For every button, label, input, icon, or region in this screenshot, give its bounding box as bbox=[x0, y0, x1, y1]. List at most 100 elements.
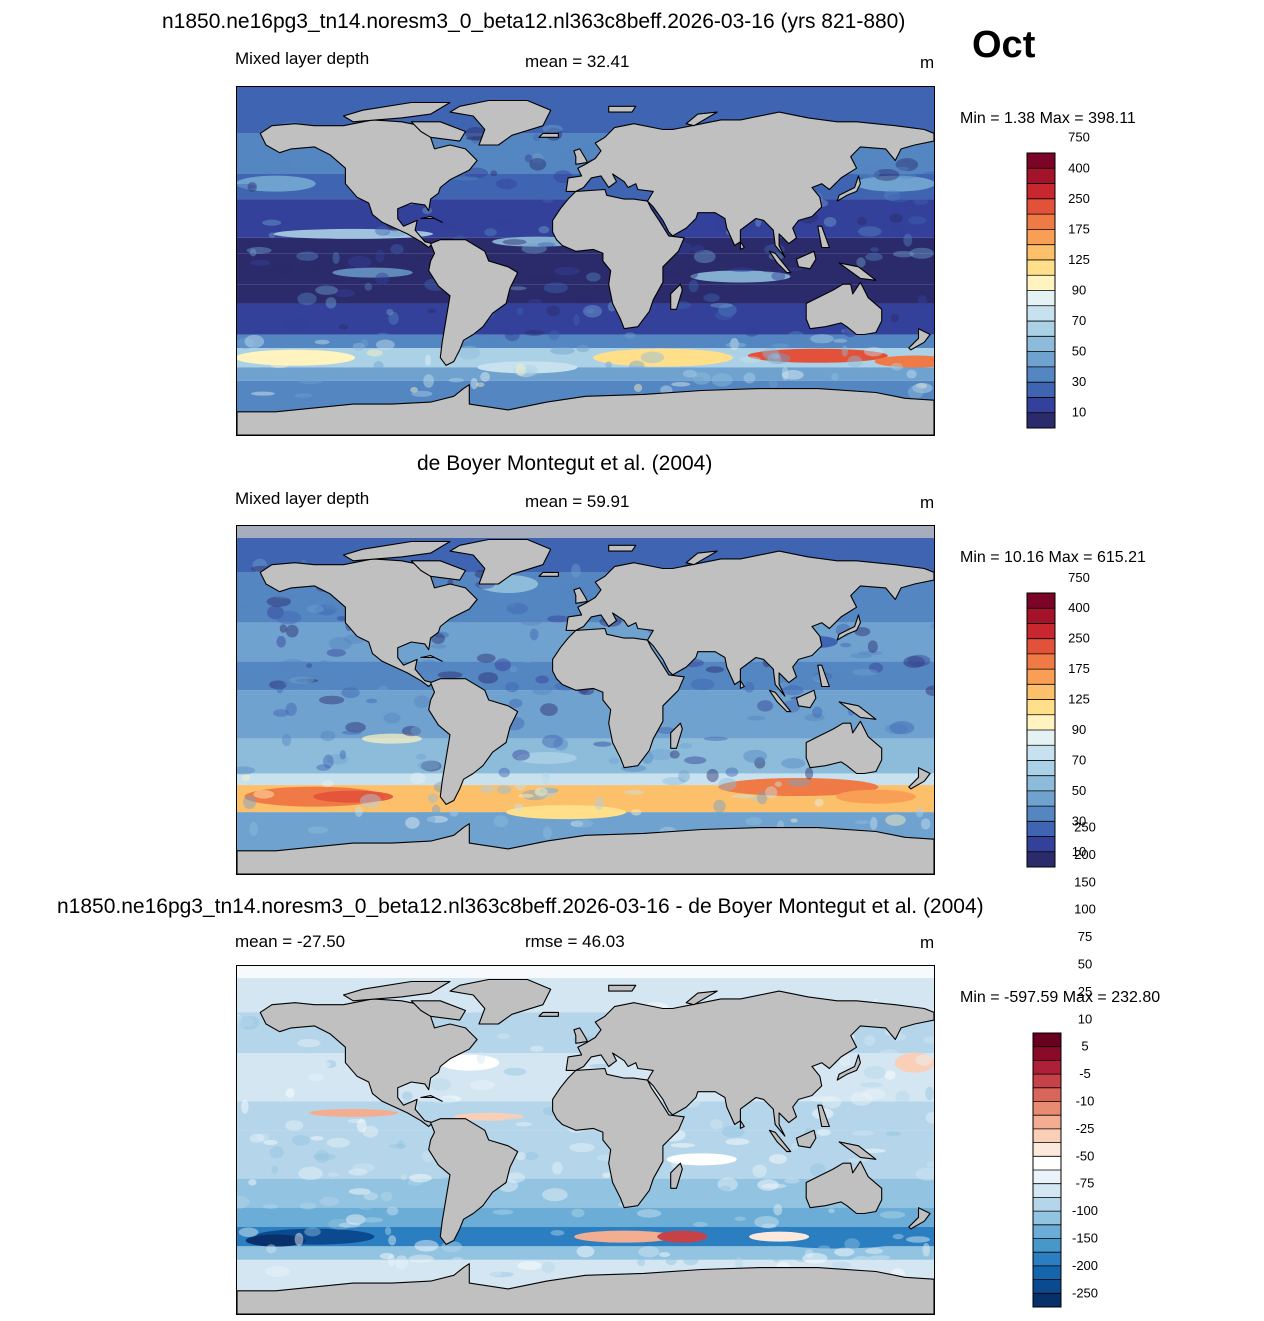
panel3-colorbar: -250 -200 -150 -100 -75 -50 -25 -10 -5 5 10 25 50 75 1… bbox=[1032, 820, 1121, 1309]
colorbar-swatch bbox=[1027, 669, 1055, 685]
colorbar-swatch bbox=[1033, 1265, 1061, 1280]
landmass-uk bbox=[573, 148, 588, 165]
landmass-svalbard bbox=[608, 105, 637, 113]
colorbar-label: -75 bbox=[1076, 1176, 1095, 1191]
colorbar-swatch bbox=[1033, 1211, 1061, 1226]
colorbar-label: 30 bbox=[1072, 374, 1086, 389]
landmass-madagascar bbox=[670, 1162, 683, 1189]
colorbar-label: 25 bbox=[1078, 984, 1092, 999]
colorbar-label: 10 bbox=[1072, 405, 1086, 420]
colorbar-label: 10 bbox=[1078, 1011, 1092, 1026]
colorbar-label: 125 bbox=[1068, 252, 1090, 267]
colorbar-swatch bbox=[1027, 382, 1055, 398]
landmass-srilanka bbox=[739, 1120, 745, 1129]
colorbar-swatch bbox=[1027, 259, 1055, 276]
landmass-svalbard bbox=[608, 544, 637, 552]
colorbar-swatch bbox=[1027, 321, 1055, 337]
colorbar-swatch bbox=[1027, 275, 1055, 291]
colorbar-label: 10 bbox=[1072, 844, 1086, 859]
colorbar-swatch bbox=[1033, 1046, 1061, 1061]
landmass-madagascar bbox=[670, 722, 683, 749]
landmass-sumatra bbox=[768, 1129, 792, 1153]
landmass-uk bbox=[573, 587, 588, 604]
colorbar-label: 750 bbox=[1068, 570, 1090, 585]
landmass-australia bbox=[805, 1160, 883, 1215]
colorbar-swatch bbox=[1027, 229, 1055, 245]
colorbar-swatch bbox=[1027, 714, 1055, 731]
colorbar-swatch bbox=[1027, 699, 1055, 716]
panel2-minmax: Min = 10.16 Max = 615.21 bbox=[960, 549, 1146, 566]
colorbar-swatch bbox=[1027, 836, 1055, 853]
colorbar-swatch bbox=[1027, 412, 1055, 429]
landmass-baffin bbox=[410, 560, 467, 581]
colorbar-label: 100 bbox=[1074, 902, 1096, 917]
landmass-svalbard bbox=[608, 984, 637, 992]
colorbar-swatch bbox=[1033, 1293, 1061, 1308]
landmass-nz bbox=[908, 1207, 931, 1230]
panel2-title: de Boyer Montegut et al. (2004) bbox=[417, 452, 713, 475]
colorbar-label: -100 bbox=[1072, 1203, 1098, 1218]
colorbar-swatch bbox=[1027, 790, 1055, 807]
colorbar-label: 400 bbox=[1068, 600, 1090, 615]
colorbar-label: 50 bbox=[1072, 783, 1086, 798]
colorbar-swatch bbox=[1033, 1224, 1061, 1239]
panel1-units-label: m bbox=[920, 53, 935, 72]
panel3-map bbox=[236, 965, 935, 1315]
colorbar-swatch bbox=[1027, 168, 1055, 184]
panel3-title: n1850.ne16pg3_tn14.noresm3_0_beta12.nl36… bbox=[57, 895, 984, 918]
colorbar-label: 50 bbox=[1072, 344, 1086, 359]
colorbar-label: 175 bbox=[1068, 221, 1090, 236]
landmass-novaya bbox=[685, 990, 718, 1006]
panel2-variable-label: Mixed layer depth bbox=[235, 489, 370, 508]
colorbar-swatch bbox=[1027, 623, 1055, 639]
landmass-baffin bbox=[410, 121, 467, 142]
colorbar-label: 125 bbox=[1068, 692, 1090, 707]
landmass-uk bbox=[573, 1027, 588, 1044]
colorbar-label: 5 bbox=[1081, 1039, 1088, 1054]
landmass-eurasia bbox=[565, 550, 934, 697]
landmass-samerica bbox=[428, 678, 519, 805]
landmass-iceland bbox=[538, 571, 559, 577]
landmass-japan bbox=[836, 1054, 861, 1081]
landmass-baffin bbox=[410, 1000, 467, 1021]
landmass-sumatra bbox=[768, 250, 792, 274]
panel1-minmax: Min = 1.38 Max = 398.11 bbox=[960, 110, 1136, 127]
landmass-antarctica bbox=[237, 384, 934, 435]
panel1-title: n1850.ne16pg3_tn14.noresm3_0_beta12.nl36… bbox=[162, 10, 906, 33]
colorbar-swatch bbox=[1027, 397, 1055, 414]
landmass-madagascar bbox=[670, 283, 683, 310]
landmass-srilanka bbox=[739, 241, 745, 250]
colorbar-label: -150 bbox=[1072, 1231, 1098, 1246]
colorbar-swatch bbox=[1033, 1115, 1061, 1130]
colorbar-label: -50 bbox=[1076, 1148, 1095, 1163]
landmass-novaya bbox=[685, 111, 718, 127]
landmass-japan bbox=[836, 614, 861, 641]
colorbar-label: 200 bbox=[1074, 847, 1096, 862]
colorbar-swatch bbox=[1033, 1183, 1061, 1198]
landmass-greenland bbox=[449, 99, 552, 146]
landmass-japan bbox=[836, 175, 861, 202]
landmass-greenland bbox=[449, 978, 552, 1025]
landmass-srilanka bbox=[739, 680, 745, 689]
landmass-philippines bbox=[817, 1104, 830, 1128]
colorbar-swatch bbox=[1033, 1101, 1061, 1116]
landmass-africa bbox=[552, 1067, 685, 1209]
colorbar-swatch bbox=[1027, 244, 1055, 261]
landmass-cuba bbox=[420, 215, 443, 223]
colorbar-label: 250 bbox=[1074, 820, 1096, 835]
landmass-novaya bbox=[685, 550, 718, 566]
landmass-africa bbox=[552, 188, 685, 330]
colorbar-swatch bbox=[1027, 153, 1055, 169]
panel3-mean-label: mean = -27.50 bbox=[235, 932, 346, 951]
colorbar-label: 30 bbox=[1072, 813, 1086, 828]
colorbar-swatch bbox=[1027, 745, 1055, 761]
colorbar-swatch bbox=[1027, 821, 1055, 837]
landmass-newguinea bbox=[838, 701, 877, 720]
landmass-newguinea bbox=[838, 262, 877, 281]
landmass-antarctica bbox=[237, 1263, 934, 1314]
colorbar-swatch bbox=[1033, 1060, 1061, 1075]
colorbar-label: 70 bbox=[1072, 752, 1086, 767]
colorbar-label: -10 bbox=[1076, 1094, 1095, 1109]
landmass-africa bbox=[552, 627, 685, 769]
colorbar-swatch bbox=[1033, 1238, 1061, 1253]
